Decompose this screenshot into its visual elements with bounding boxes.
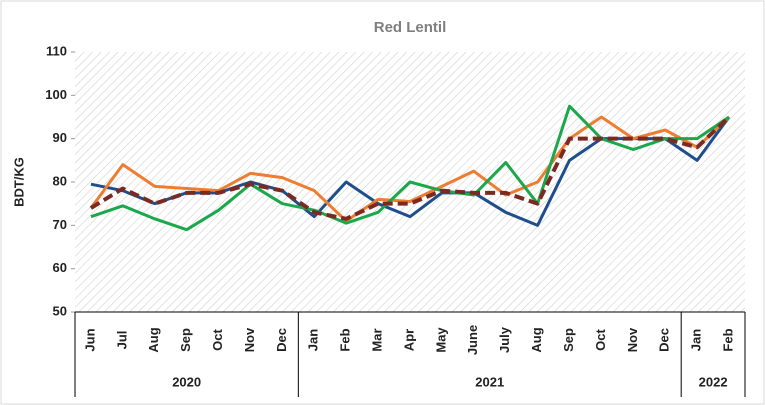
- series-line: [90, 116, 731, 227]
- x-tick-label: Jan: [689, 329, 704, 351]
- x-tick-label: Sep: [178, 328, 193, 352]
- x-tick-label: Aug: [529, 327, 544, 352]
- x-tick-label: Jul: [114, 331, 129, 350]
- x-tick-label: Nov: [625, 327, 640, 352]
- series-line: [89, 115, 731, 223]
- x-tick-label: Apr: [401, 329, 416, 351]
- x-tick-label: Jun: [82, 328, 97, 351]
- y-tick-label: 90: [53, 130, 67, 145]
- group-label: 2020: [172, 374, 201, 389]
- group-label: 2021: [475, 374, 504, 389]
- x-tick-label: July: [497, 326, 512, 353]
- y-tick-label: 100: [45, 87, 67, 102]
- y-axis-label: BDT/KG: [11, 157, 26, 207]
- x-tick-label: May: [433, 327, 448, 353]
- x-tick-label: Feb: [720, 328, 735, 351]
- chart-title: Red Lentil: [374, 19, 447, 36]
- x-tick-label: Aug: [146, 327, 161, 352]
- x-tick-label: Feb: [338, 328, 353, 351]
- series-line: [90, 104, 730, 232]
- group-label: 2022: [699, 374, 728, 389]
- x-tick-label: Mar: [370, 328, 385, 351]
- y-tick-label: 80: [53, 173, 67, 188]
- y-tick-label: 110: [46, 43, 67, 58]
- y-tick-label: 50: [53, 303, 67, 318]
- y-tick-label: 60: [53, 260, 67, 275]
- x-tick-label: Jan: [306, 329, 321, 351]
- y-tick-label: 70: [53, 217, 67, 232]
- x-tick-label: Oct: [210, 328, 225, 350]
- x-tick-label: Sep: [561, 328, 576, 352]
- x-tick-label: Oct: [593, 328, 608, 350]
- x-tick-label: Dec: [274, 328, 289, 352]
- x-tick-label: Dec: [657, 328, 672, 352]
- x-tick-label: June: [465, 325, 480, 355]
- x-tick-label: Nov: [242, 327, 257, 352]
